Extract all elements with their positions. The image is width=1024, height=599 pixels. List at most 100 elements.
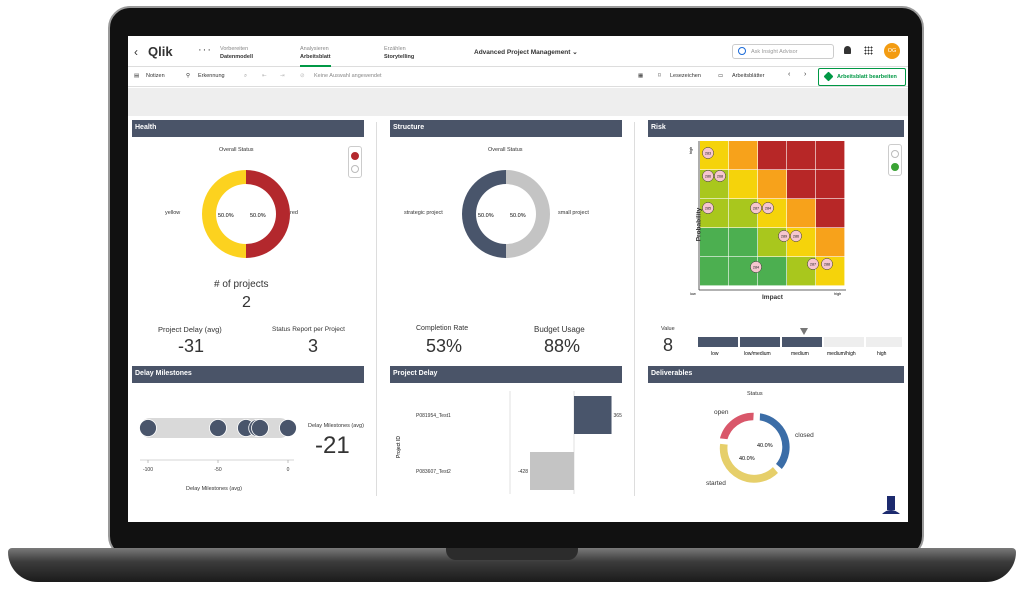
delay-point[interactable]: [279, 419, 297, 437]
insight-advisor-search[interactable]: Ask Insight Advisor: [732, 44, 834, 59]
risk-cell[interactable]: [700, 257, 729, 286]
deliverables-slice-started[interactable]: [718, 442, 781, 485]
project-delay-bar[interactable]: [530, 452, 574, 490]
risk-y-label: Probability: [695, 207, 703, 242]
health-title: Health: [132, 120, 364, 137]
risk-cell[interactable]: [758, 257, 787, 286]
risk-cell[interactable]: [787, 141, 816, 170]
risk-bubble-label: 283: [705, 151, 711, 155]
chevron-down-icon: ⌄: [572, 49, 578, 56]
risk-bubble[interactable]: [714, 170, 726, 182]
previous-sheet-icon[interactable]: ‹: [788, 71, 791, 78]
risk-cells: [700, 141, 845, 286]
notes-button[interactable]: Notizen: [146, 73, 165, 79]
risk-x-label: Impact: [762, 294, 783, 301]
risk-cell[interactable]: [787, 170, 816, 199]
risk-bubble[interactable]: [790, 230, 802, 242]
health-slice-yellow[interactable]: [202, 170, 246, 258]
health-right-pct: 50.0%: [250, 213, 266, 219]
risk-cell[interactable]: [787, 228, 816, 257]
risk-bubbles: 283 286 268 285 287 284 289 286 284 287 288: [702, 147, 833, 273]
smart-search-icon[interactable]: ⌕: [244, 73, 248, 79]
delay-point[interactable]: [139, 419, 157, 437]
structure-donut[interactable]: 50.0% 50.0%: [446, 164, 566, 264]
risk-bubble[interactable]: [807, 258, 819, 270]
project-delay-chart[interactable]: P081954_Test1 365 P083607_Test2 -428 Projec…: [390, 386, 626, 498]
project-delay-value: -31: [178, 336, 205, 356]
edit-sheet-button[interactable]: Arbeitsblatt bearbeiten: [818, 68, 906, 86]
structure-left-label: strategic project: [404, 210, 443, 216]
health-donut[interactable]: 50.0% 50.0%: [186, 164, 306, 264]
risk-cell[interactable]: [816, 228, 845, 257]
delay-ticks: -100 -50 0: [143, 460, 290, 473]
back-chevron-icon[interactable]: ‹: [134, 45, 138, 59]
risk-bubble[interactable]: [778, 230, 790, 242]
insights-button[interactable]: Erkennung: [198, 73, 225, 79]
structure-slice-strategic[interactable]: [462, 170, 506, 258]
risk-cell[interactable]: [816, 170, 845, 199]
deliverables-slice-open[interactable]: [718, 411, 756, 441]
risk-cell[interactable]: [729, 170, 758, 199]
risk-scale-low: [698, 337, 738, 347]
project-delay-bar[interactable]: [574, 396, 612, 434]
sheets-icon: ▭: [718, 73, 724, 79]
risk-cell[interactable]: [816, 199, 845, 228]
project-delay-y-label: Project ID: [396, 436, 402, 458]
health-slice-red[interactable]: [246, 170, 290, 258]
grid-view-icon[interactable]: ▦: [638, 73, 644, 79]
risk-cell[interactable]: [787, 199, 816, 228]
delay-kpi-value: -21: [315, 432, 350, 459]
risk-scale-label-high: high: [877, 351, 887, 357]
notes-icon: ▤: [134, 73, 140, 79]
risk-bubble[interactable]: [750, 202, 762, 214]
risk-matrix[interactable]: 283 286 268 285 287 284 289 286 284 287 288 high l…: [680, 140, 850, 302]
risk-scale-low-medium: [740, 337, 780, 347]
selection-status: Keine Auswahl angewendet: [314, 73, 382, 79]
risk-cell[interactable]: [816, 141, 845, 170]
structure-slice-small[interactable]: [506, 170, 550, 258]
risk-bubble-label: 268: [717, 174, 723, 178]
step-prepare[interactable]: Vorbereiten Datenmodell: [220, 45, 253, 61]
edit-sheet-label: Arbeitsblatt bearbeiten: [837, 74, 897, 80]
risk-cell[interactable]: [758, 170, 787, 199]
risk-bubble[interactable]: [750, 261, 762, 273]
app-name-dropdown[interactable]: Advanced Project Management ⌄: [474, 48, 578, 56]
more-menu-icon[interactable]: ···: [198, 44, 212, 56]
bookmarks-button[interactable]: Lesezeichen: [670, 73, 701, 79]
risk-cell[interactable]: [729, 141, 758, 170]
risk-cell[interactable]: [700, 228, 729, 257]
step-analyze[interactable]: Analysieren Arbeitsblatt: [300, 45, 331, 67]
completion-rate-label: Completion Rate: [416, 325, 469, 332]
sheets-button[interactable]: Arbeitsblätter: [732, 73, 765, 79]
step-narrate[interactable]: Erzählen Storytelling: [384, 45, 414, 61]
risk-bubble[interactable]: [821, 258, 833, 270]
project-delay-category: P081954_Test1: [416, 413, 451, 419]
apps-grid-icon[interactable]: [864, 46, 873, 55]
delay-point[interactable]: [251, 419, 269, 437]
risk-bubble[interactable]: [702, 147, 714, 159]
risk-bubble-label: 284: [765, 206, 771, 210]
delay-point[interactable]: [209, 419, 227, 437]
risk-cell[interactable]: [758, 141, 787, 170]
clear-selections-icon[interactable]: ⊘: [300, 73, 305, 79]
risk-bubble[interactable]: [702, 202, 714, 214]
step-back-icon[interactable]: ⇤: [262, 73, 267, 79]
user-avatar[interactable]: OG: [884, 43, 900, 59]
risk-bubble[interactable]: [762, 202, 774, 214]
notification-bell-icon[interactable]: [844, 46, 851, 54]
risk-bubble[interactable]: [702, 170, 714, 182]
sheet-toolbar: ▤ Notizen ⚲ Erkennung ⌕ ⇤ ⇥ ⊘ Keine Ausw…: [128, 67, 908, 87]
risk-scale-marker: [800, 328, 808, 335]
deliverables-closed-label: closed: [795, 432, 814, 439]
risk-cell[interactable]: [758, 199, 787, 228]
deliverables-slice-closed[interactable]: [758, 411, 792, 472]
step-forward-icon[interactable]: ⇥: [280, 73, 285, 79]
risk-cell[interactable]: [729, 228, 758, 257]
insights-icon: ⚲: [186, 73, 191, 79]
laptop-notch: [446, 548, 578, 560]
next-sheet-icon[interactable]: ›: [804, 71, 807, 78]
risk-cell[interactable]: [700, 199, 729, 228]
deliverables-donut[interactable]: 40.0% 40.0%: [708, 404, 798, 490]
risk-y-high: high: [689, 147, 693, 154]
delay-milestones-chart[interactable]: -100 -50 0: [134, 398, 304, 498]
